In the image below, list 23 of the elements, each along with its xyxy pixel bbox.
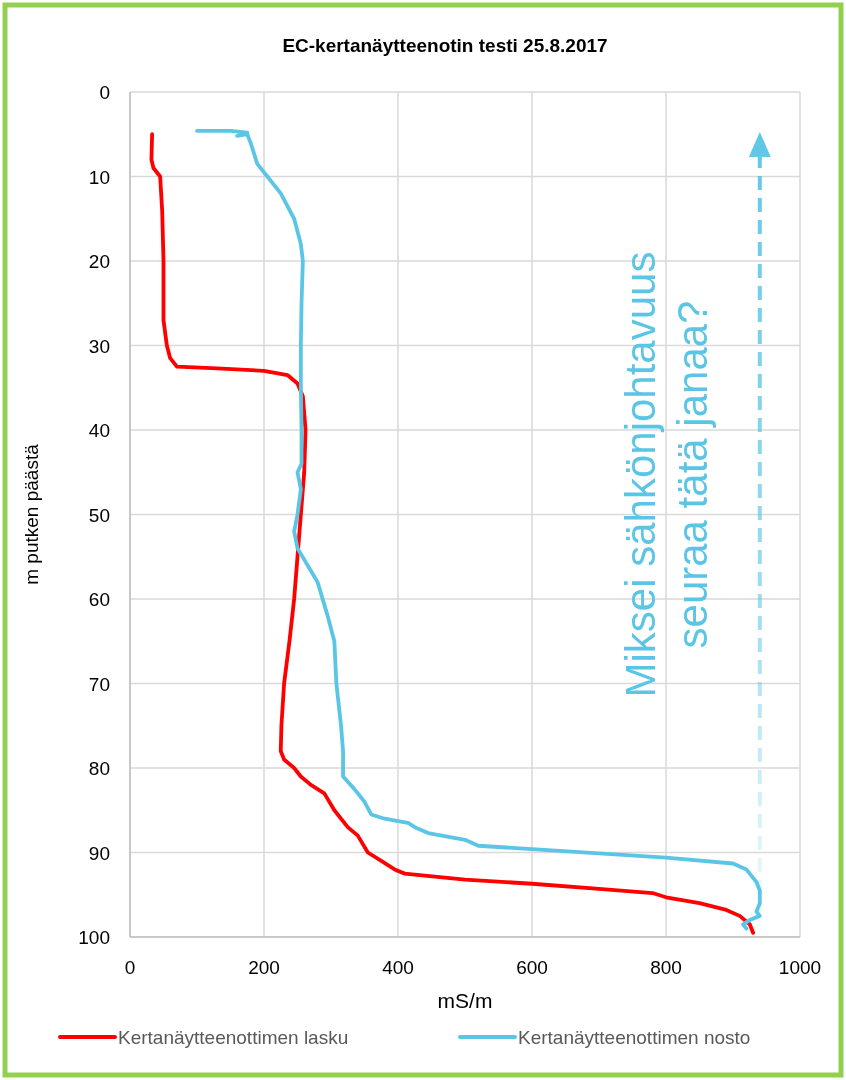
y-tick-label: 10 bbox=[88, 166, 110, 188]
x-tick-label: 800 bbox=[650, 957, 682, 978]
y-tick-label: 30 bbox=[88, 335, 110, 357]
y-tick-label: 90 bbox=[88, 842, 110, 864]
legend-label: Kertanäytteenottimen nosto bbox=[518, 1027, 751, 1048]
y-tick-label: 80 bbox=[88, 758, 110, 779]
y-axis-title: m putken päästä bbox=[21, 443, 42, 585]
annotation: Miksei sähkönjohtavuus seuraa tätä janaa? bbox=[617, 251, 716, 698]
x-tick-label: 400 bbox=[382, 957, 414, 978]
y-tick-label: 40 bbox=[88, 420, 110, 441]
y-tick-label: 20 bbox=[88, 251, 110, 272]
y-tick-label: 70 bbox=[88, 673, 110, 695]
x-tick-label: 600 bbox=[516, 957, 548, 978]
x-axis-title: mS/m bbox=[437, 989, 493, 1012]
x-tick-label: 200 bbox=[248, 957, 280, 978]
chart-title: EC-kertanäytteenotin testi 25.8.2017 bbox=[282, 35, 608, 56]
y-tick-label: 50 bbox=[88, 504, 110, 526]
y-tick-label: 100 bbox=[78, 927, 110, 948]
y-tick-label: 0 bbox=[99, 82, 110, 103]
x-tick-label: 1000 bbox=[778, 957, 822, 978]
y-tick-label: 60 bbox=[88, 589, 110, 610]
legend-label: Kertanäytteenottimen lasku bbox=[118, 1027, 349, 1048]
x-tick-label: 0 bbox=[124, 957, 136, 978]
